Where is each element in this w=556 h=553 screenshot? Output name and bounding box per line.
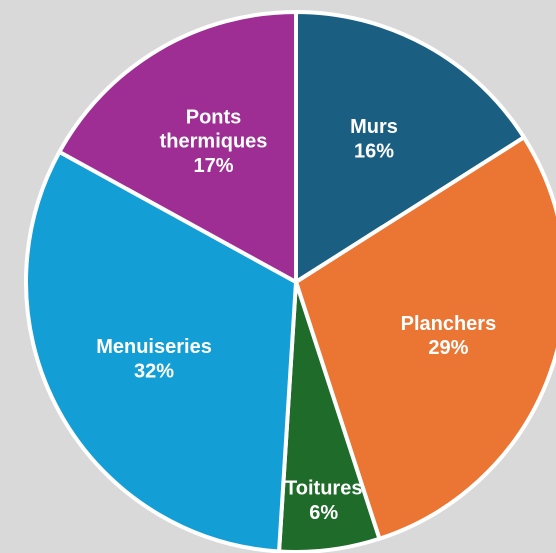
pie-slice (24, 149, 298, 553)
slice-label-line: thermiques (160, 131, 268, 153)
slice-label: Menuiseries (96, 336, 212, 358)
slice-label: Ponts thermiques (160, 107, 268, 153)
pie-slice (57, 10, 298, 284)
slice-label-line: Murs (350, 116, 398, 138)
slice-label-line: Ponts (186, 107, 242, 129)
slice-label: Planchers (401, 313, 497, 335)
pie-slice (294, 135, 556, 541)
slice-value-label: 17% (194, 155, 234, 177)
slice-label-line: Menuiseries (96, 336, 212, 358)
slice-value-label: 32% (134, 360, 174, 382)
slice-value-label: 29% (428, 337, 468, 359)
slice-value-label: 6% (309, 502, 338, 524)
slice-label-line: Planchers (401, 313, 497, 335)
slice-value-label: 16% (354, 140, 394, 162)
slice-label: Murs (350, 116, 398, 138)
slice-label: Toitures (285, 478, 362, 500)
pie-slice (294, 10, 526, 284)
slice-label-line: Toitures (285, 478, 362, 500)
